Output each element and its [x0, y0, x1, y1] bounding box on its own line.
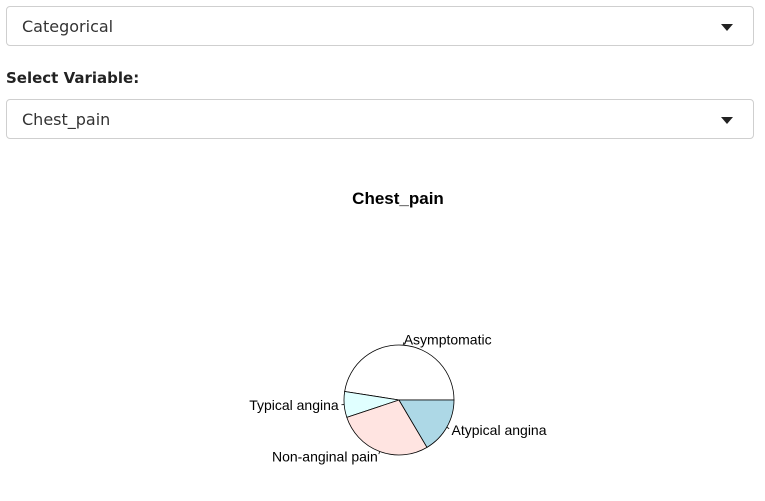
pie-chart-area: Chest_pain Asymptomatic Typical angina Non… [0, 160, 765, 501]
chevron-down-icon [721, 117, 733, 124]
pie-slices [343, 344, 455, 456]
variable-select[interactable]: Chest_pain [6, 99, 754, 139]
variable-type-select[interactable]: Categorical [6, 6, 754, 46]
chevron-down-icon [721, 24, 733, 31]
pie-label-tick [446, 426, 450, 429]
pie-label-asymptomatic: Asymptomatic [404, 332, 492, 348]
variable-value: Chest_pain [22, 110, 111, 129]
pie-labels: Asymptomatic Typical angina Non-anginal pa… [249, 332, 547, 465]
pie-label-atypical-angina: Atypical angina [452, 422, 547, 438]
chart-title: Chest_pain [352, 189, 444, 208]
pie-chart: Chest_pain Asymptomatic Typical angina Non… [249, 189, 547, 465]
pie-label-tick [378, 451, 381, 455]
variable-type-value: Categorical [22, 17, 114, 36]
pie-label-typical-angina: Typical angina [249, 397, 339, 413]
select-variable-label: Select Variable: [6, 69, 140, 87]
pie-label-non-anginal-pain: Non-anginal pain [272, 449, 378, 465]
pie-slice-asymptomatic [344, 344, 455, 401]
